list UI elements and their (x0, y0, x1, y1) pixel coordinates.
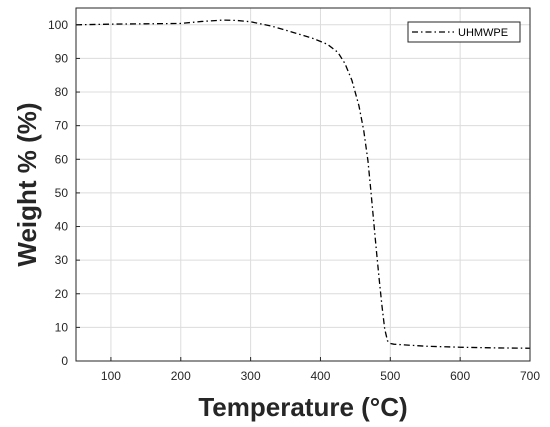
x-tick-label: 100 (101, 369, 121, 383)
legend-box (407, 21, 521, 43)
x-tick-label: 200 (171, 369, 191, 383)
series-layer (75, 19, 531, 349)
series-line-uhmwpe (75, 19, 531, 349)
y-tick-label: 90 (55, 51, 69, 65)
y-tick-label: 70 (55, 119, 69, 133)
plot-frame (75, 7, 531, 362)
x-tick-label: 500 (380, 369, 400, 383)
legend: UHMWPE (407, 21, 521, 43)
y-tick-label: 30 (55, 253, 69, 267)
x-tick-label: 400 (310, 369, 330, 383)
y-tick-label: 20 (55, 287, 69, 301)
y-tick-label: 0 (61, 354, 68, 368)
y-axis-title: Weight % (%) (12, 102, 42, 266)
grid (76, 8, 531, 362)
y-tick-label: 10 (55, 320, 69, 334)
y-tick-label: 100 (48, 18, 68, 32)
x-axis-title: Temperature (°C) (198, 392, 407, 422)
y-tick-label: 50 (55, 186, 69, 200)
legend-label-uhmwpe: UHMWPE (458, 27, 508, 39)
y-tick-label: 40 (55, 220, 69, 234)
y-tick-label: 80 (55, 85, 69, 99)
y-tick-label: 60 (55, 152, 69, 166)
x-tick-label: 600 (450, 369, 470, 383)
axis-ticks: 100 200 300 400 500 600 700 0 10 20 30 40 50 60 70 80 90… (48, 18, 540, 383)
x-tick-label: 300 (241, 369, 261, 383)
x-tick-label: 700 (520, 369, 540, 383)
